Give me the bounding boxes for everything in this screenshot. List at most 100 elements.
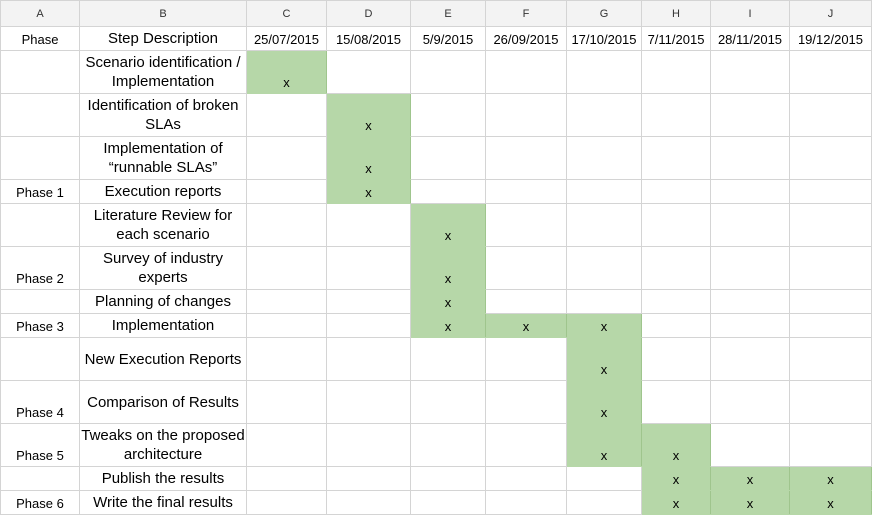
empty-cell[interactable]	[641, 203, 711, 247]
empty-cell[interactable]	[246, 246, 327, 290]
step-description-header-cell[interactable]: Step Description	[79, 26, 247, 51]
scheduled-mark-cell[interactable]: x	[410, 313, 486, 338]
phase-cell[interactable]	[0, 289, 80, 314]
empty-cell[interactable]	[641, 380, 711, 424]
empty-cell[interactable]	[710, 423, 790, 467]
empty-cell[interactable]	[410, 466, 486, 491]
phase-cell[interactable]	[0, 203, 80, 247]
empty-cell[interactable]	[566, 246, 642, 290]
empty-cell[interactable]	[789, 203, 872, 247]
column-header-i[interactable]: I	[710, 0, 790, 27]
step-description-cell[interactable]: New Execution Reports	[79, 337, 247, 381]
empty-cell[interactable]	[485, 423, 567, 467]
scheduled-mark-cell[interactable]: x	[641, 423, 711, 467]
empty-cell[interactable]	[410, 50, 486, 94]
step-description-cell[interactable]: Implementation	[79, 313, 247, 338]
empty-cell[interactable]	[566, 490, 642, 515]
step-description-cell[interactable]: Survey of industry experts	[79, 246, 247, 290]
empty-cell[interactable]	[566, 179, 642, 204]
empty-cell[interactable]	[246, 423, 327, 467]
scheduled-mark-cell[interactable]: x	[326, 93, 411, 137]
step-description-cell[interactable]: Write the final results	[79, 490, 247, 515]
phase-cell[interactable]	[0, 136, 80, 180]
scheduled-mark-cell[interactable]: x	[246, 50, 327, 94]
empty-cell[interactable]	[566, 289, 642, 314]
empty-cell[interactable]	[641, 136, 711, 180]
scheduled-mark-cell[interactable]: x	[326, 136, 411, 180]
scheduled-mark-cell[interactable]: x	[410, 246, 486, 290]
step-description-cell[interactable]: Literature Review for each scenario	[79, 203, 247, 247]
phase-header-cell[interactable]: Phase	[0, 26, 80, 51]
empty-cell[interactable]	[710, 380, 790, 424]
empty-cell[interactable]	[326, 289, 411, 314]
scheduled-mark-cell[interactable]: x	[641, 466, 711, 491]
empty-cell[interactable]	[641, 313, 711, 338]
empty-cell[interactable]	[789, 337, 872, 381]
column-header-f[interactable]: F	[485, 0, 567, 27]
empty-cell[interactable]	[789, 179, 872, 204]
empty-cell[interactable]	[326, 203, 411, 247]
empty-cell[interactable]	[566, 93, 642, 137]
phase-cell[interactable]	[0, 93, 80, 137]
phase-cell[interactable]	[0, 50, 80, 94]
date-header-cell[interactable]: 5/9/2015	[410, 26, 486, 51]
column-header-j[interactable]: J	[789, 0, 872, 27]
step-description-cell[interactable]: Comparison of Results	[79, 380, 247, 424]
empty-cell[interactable]	[789, 246, 872, 290]
empty-cell[interactable]	[485, 136, 567, 180]
empty-cell[interactable]	[246, 136, 327, 180]
empty-cell[interactable]	[326, 50, 411, 94]
empty-cell[interactable]	[641, 289, 711, 314]
phase-cell[interactable]	[0, 337, 80, 381]
empty-cell[interactable]	[485, 289, 567, 314]
empty-cell[interactable]	[246, 337, 327, 381]
empty-cell[interactable]	[485, 380, 567, 424]
empty-cell[interactable]	[410, 136, 486, 180]
empty-cell[interactable]	[641, 93, 711, 137]
empty-cell[interactable]	[410, 380, 486, 424]
column-header-c[interactable]: C	[246, 0, 327, 27]
phase-cell[interactable]: Phase 4	[0, 380, 80, 424]
empty-cell[interactable]	[485, 179, 567, 204]
scheduled-mark-cell[interactable]: x	[566, 423, 642, 467]
empty-cell[interactable]	[710, 203, 790, 247]
column-header-d[interactable]: D	[326, 0, 411, 27]
empty-cell[interactable]	[710, 289, 790, 314]
empty-cell[interactable]	[246, 203, 327, 247]
empty-cell[interactable]	[641, 50, 711, 94]
empty-cell[interactable]	[246, 179, 327, 204]
date-header-cell[interactable]: 17/10/2015	[566, 26, 642, 51]
empty-cell[interactable]	[326, 423, 411, 467]
empty-cell[interactable]	[410, 490, 486, 515]
column-header-g[interactable]: G	[566, 0, 642, 27]
empty-cell[interactable]	[410, 93, 486, 137]
empty-cell[interactable]	[789, 93, 872, 137]
empty-cell[interactable]	[326, 490, 411, 515]
empty-cell[interactable]	[485, 203, 567, 247]
empty-cell[interactable]	[641, 337, 711, 381]
empty-cell[interactable]	[789, 50, 872, 94]
empty-cell[interactable]	[710, 136, 790, 180]
empty-cell[interactable]	[789, 313, 872, 338]
step-description-cell[interactable]: Planning of changes	[79, 289, 247, 314]
step-description-cell[interactable]: Execution reports	[79, 179, 247, 204]
empty-cell[interactable]	[246, 289, 327, 314]
phase-cell[interactable]: Phase 1	[0, 179, 80, 204]
empty-cell[interactable]	[485, 490, 567, 515]
scheduled-mark-cell[interactable]: x	[641, 490, 711, 515]
phase-cell[interactable]	[0, 466, 80, 491]
scheduled-mark-cell[interactable]: x	[566, 337, 642, 381]
date-header-cell[interactable]: 26/09/2015	[485, 26, 567, 51]
empty-cell[interactable]	[485, 466, 567, 491]
scheduled-mark-cell[interactable]: x	[789, 466, 872, 491]
empty-cell[interactable]	[326, 380, 411, 424]
date-header-cell[interactable]: 28/11/2015	[710, 26, 790, 51]
empty-cell[interactable]	[246, 93, 327, 137]
empty-cell[interactable]	[789, 136, 872, 180]
empty-cell[interactable]	[485, 93, 567, 137]
empty-cell[interactable]	[710, 93, 790, 137]
empty-cell[interactable]	[566, 203, 642, 247]
empty-cell[interactable]	[710, 313, 790, 338]
empty-cell[interactable]	[566, 136, 642, 180]
date-header-cell[interactable]: 25/07/2015	[246, 26, 327, 51]
